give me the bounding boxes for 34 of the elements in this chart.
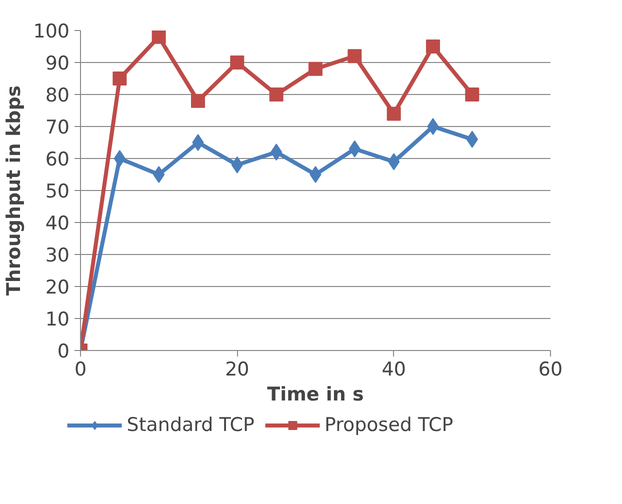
point — [269, 88, 284, 102]
x-tick-label: 60 — [538, 358, 563, 380]
y-tick-label: 100 — [33, 20, 70, 42]
point — [465, 88, 480, 102]
x-tick-label: 20 — [225, 358, 250, 380]
y-tick-label: 30 — [45, 244, 70, 266]
point — [153, 166, 165, 183]
point — [386, 106, 401, 121]
y-tick-label: 10 — [45, 308, 70, 330]
point — [310, 166, 322, 183]
point — [191, 94, 205, 108]
y-tick-label: 20 — [45, 276, 70, 298]
point — [114, 150, 126, 167]
y-tick-label: 0 — [57, 340, 70, 362]
point — [426, 40, 440, 54]
point — [152, 30, 166, 44]
point — [112, 72, 127, 86]
point — [230, 56, 244, 70]
y-tick-label: 70 — [45, 116, 70, 138]
y-tick-label: 40 — [45, 212, 70, 234]
legend-label: Proposed TCP — [324, 414, 454, 436]
point — [348, 49, 362, 64]
point — [308, 62, 322, 76]
x-tick-label: 40 — [382, 358, 406, 380]
x-tick-label: 0 — [74, 358, 87, 380]
y-tick-label: 90 — [45, 52, 70, 74]
y-tick-label: 80 — [45, 84, 70, 106]
point — [192, 134, 204, 151]
point — [427, 118, 439, 135]
y-axis-title: Throughput in kbps — [3, 85, 26, 296]
y-tick-label: 50 — [45, 180, 70, 202]
x-axis-title: Time in s — [267, 384, 364, 406]
y-tick-label: 60 — [45, 148, 70, 170]
legend-label: Standard TCP — [126, 414, 254, 436]
